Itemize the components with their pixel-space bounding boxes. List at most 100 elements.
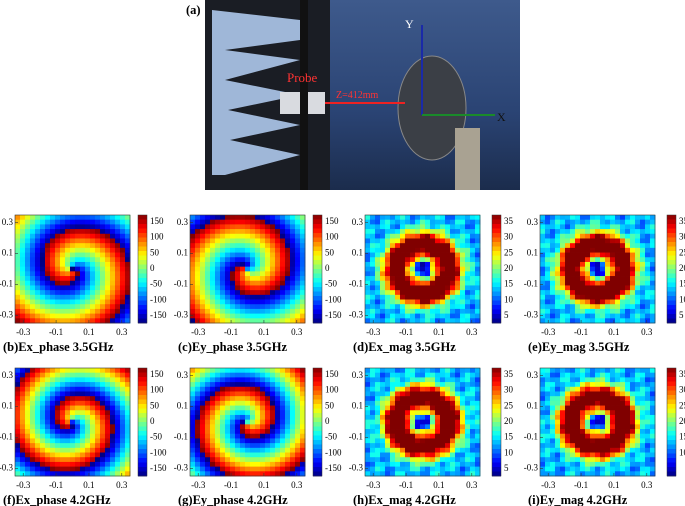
heatmap-cell (565, 448, 570, 453)
heatmap-cell (455, 467, 460, 472)
heatmap-cell (415, 420, 420, 425)
heatmap-cell (610, 290, 615, 295)
heatmap-cell (85, 410, 90, 415)
heatmap-cell (25, 391, 30, 396)
heatmap-cell (20, 238, 25, 243)
heatmap-cell (265, 373, 270, 378)
heatmap-cell (640, 238, 645, 243)
heatmap-cell (590, 220, 595, 225)
heatmap-cell (120, 281, 125, 286)
heatmap-cell (245, 318, 250, 323)
heatmap-cell (375, 373, 380, 378)
heatmap-cell (115, 262, 120, 267)
heatmap-cell (300, 262, 305, 267)
heatmap-cell (240, 368, 245, 373)
heatmap-cell (455, 406, 460, 411)
heatmap-cell (640, 424, 645, 429)
heatmap-cell (275, 471, 280, 476)
heatmap-cell (570, 285, 575, 290)
heatmap-cell (45, 406, 50, 411)
heatmap-cell (370, 295, 375, 300)
heatmap-cell (290, 248, 295, 253)
heatmap-cell (565, 215, 570, 220)
heatmap-cell (215, 387, 220, 392)
heatmap-cell (35, 424, 40, 429)
heatmap-cell (80, 438, 85, 443)
heatmap-cell (120, 438, 125, 443)
heatmap-cell (545, 253, 550, 258)
heatmap-cell (615, 271, 620, 276)
heatmap-cell (120, 300, 125, 305)
heatmap-cell (585, 453, 590, 458)
heatmap-cell (75, 253, 80, 258)
heatmap-cell (460, 234, 465, 239)
heatmap-cell (250, 387, 255, 392)
heatmap-cell (240, 248, 245, 253)
heatmap-cell (405, 220, 410, 225)
heatmap-cell (270, 467, 275, 472)
heatmap-cell (605, 467, 610, 472)
heatmap-cell (270, 462, 275, 467)
heatmap-cell (285, 382, 290, 387)
heatmap-cell (435, 267, 440, 272)
heatmap-cell (630, 220, 635, 225)
heatmap-cell (555, 443, 560, 448)
heatmap-cell (240, 229, 245, 234)
heatmap-cell (15, 257, 20, 262)
heatmap-cell (295, 276, 300, 281)
heatmap-cell (450, 420, 455, 425)
heatmap-cell (205, 271, 210, 276)
heatmap-cell (555, 304, 560, 309)
heatmap-cell (205, 257, 210, 262)
heatmap-cell (640, 406, 645, 411)
heatmap-cell (465, 438, 470, 443)
heatmap-cell (60, 415, 65, 420)
heatmap-cell (415, 443, 420, 448)
heatmap-cell (395, 448, 400, 453)
heatmap-cell (20, 453, 25, 458)
heatmap-cell (595, 300, 600, 305)
heatmap-cell (50, 271, 55, 276)
heatmap-cell (70, 424, 75, 429)
colorbar-segment (492, 287, 501, 292)
heatmap-cell (80, 396, 85, 401)
colorbar-segment (667, 463, 676, 468)
heatmap-cell (630, 262, 635, 267)
heatmap-cell (555, 391, 560, 396)
heatmap-cell (610, 248, 615, 253)
heatmap-cell (565, 304, 570, 309)
heatmap-cell (250, 300, 255, 305)
heatmap-cell (590, 443, 595, 448)
heatmap-cell (230, 243, 235, 248)
colorbar-segment (667, 373, 676, 378)
colorbar-segment (492, 436, 501, 441)
heatmap-cell (230, 220, 235, 225)
heatmap-cell (365, 448, 370, 453)
heatmap-cell (210, 429, 215, 434)
heatmap-cell (275, 304, 280, 309)
heatmap-cell (285, 467, 290, 472)
heatmap-cell (615, 377, 620, 382)
heatmap-cell (640, 285, 645, 290)
heatmap-cell (70, 300, 75, 305)
heatmap-cell (395, 420, 400, 425)
heatmap-cell (210, 448, 215, 453)
heatmap-cell (20, 224, 25, 229)
heatmap-cell (455, 415, 460, 420)
heatmap-cell (455, 443, 460, 448)
colorbar-segment (313, 436, 322, 441)
heatmap-cell (210, 410, 215, 415)
heatmap-cell (430, 448, 435, 453)
heatmap-cell (240, 443, 245, 448)
heatmap-cell (450, 314, 455, 319)
heatmap-cell (80, 285, 85, 290)
heatmap-cell (20, 373, 25, 378)
x-tick-label: -0.3 (16, 327, 31, 337)
heatmap-cell (540, 420, 545, 425)
heatmap-cell (255, 387, 260, 392)
heatmap-cell (560, 429, 565, 434)
heatmap-cell (230, 373, 235, 378)
heatmap-cell (80, 457, 85, 462)
heatmap-cell (385, 276, 390, 281)
heatmap-cell (205, 267, 210, 272)
